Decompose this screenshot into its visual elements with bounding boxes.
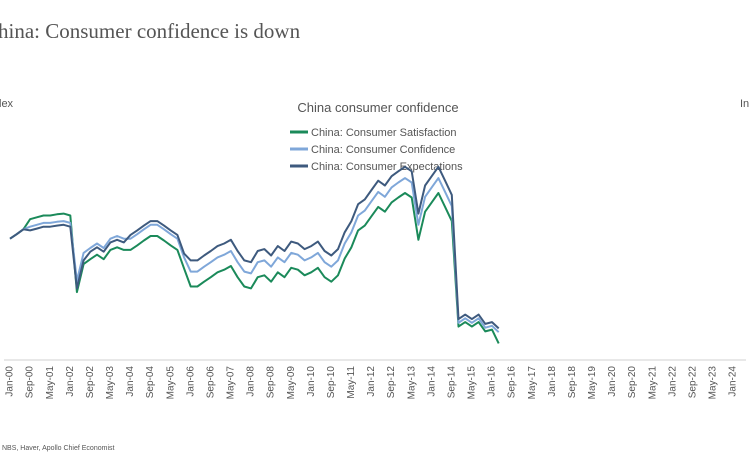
- x-tick-label: Sep-10: [326, 366, 337, 399]
- x-tick-label: Sep-18: [567, 366, 578, 399]
- x-tick-label: Sep-04: [145, 366, 156, 399]
- x-tick-label: May-23: [708, 366, 719, 400]
- source: NBS, Haver, Apollo Chief Economist: [2, 445, 114, 452]
- legend-label: China: Consumer Expectations: [311, 161, 463, 173]
- x-tick-label: Jan-20: [607, 366, 618, 397]
- x-tick-label: May-21: [647, 366, 658, 400]
- x-tick-label: Jan-04: [125, 366, 136, 397]
- x-tick-label: May-19: [587, 366, 598, 400]
- y-axis-label: lex: [0, 98, 14, 110]
- x-tick-label: Jan-06: [185, 366, 196, 397]
- x-tick-label: May-05: [165, 366, 176, 400]
- x-tick-label: Sep-08: [266, 366, 277, 399]
- legend-label: China: Consumer Confidence: [311, 144, 455, 156]
- x-tick-label: Sep-02: [85, 366, 96, 399]
- x-tick-label: Jan-08: [246, 366, 257, 397]
- x-tick-label: Jan-12: [366, 366, 377, 397]
- x-tick-label: Sep-22: [687, 366, 698, 399]
- x-tick-label: Sep-14: [446, 366, 457, 399]
- series-line: [9, 192, 500, 344]
- x-tick-label: Sep-06: [205, 366, 216, 399]
- y2-axis-label: In: [740, 98, 749, 110]
- series-line: [9, 165, 500, 330]
- x-tick-label: May-17: [527, 366, 538, 400]
- x-tick-label: Jan-18: [547, 366, 558, 397]
- x-tick-label: Jan-24: [728, 366, 739, 397]
- x-tick-label: May-01: [45, 366, 56, 400]
- series-line: [9, 177, 500, 333]
- x-tick-label: Sep-00: [25, 366, 36, 399]
- x-tick-label: Jan-22: [667, 366, 678, 397]
- x-tick-label: Jan-16: [487, 366, 498, 397]
- x-tick-label: Jan-14: [426, 366, 437, 397]
- x-tick-label: May-09: [286, 366, 297, 400]
- x-tick-label: Sep-12: [386, 366, 397, 399]
- x-tick-label: May-13: [406, 366, 417, 400]
- x-tick-label: Jan-10: [306, 366, 317, 397]
- x-tick-label: May-11: [346, 366, 357, 399]
- x-tick-label: Sep-16: [507, 366, 518, 399]
- x-tick-label: Sep-20: [627, 366, 638, 399]
- x-tick-label: May-03: [105, 366, 116, 400]
- chart-title: China consumer confidence: [297, 100, 458, 115]
- legend-label: China: Consumer Satisfaction: [311, 127, 457, 139]
- x-tick-label: Jan-00: [5, 366, 16, 397]
- x-tick-label: May-15: [467, 366, 478, 400]
- x-tick-label: May-07: [226, 366, 237, 400]
- page-title: hina: Consumer confidence is down: [0, 19, 301, 43]
- x-tick-label: Jan-02: [65, 366, 76, 397]
